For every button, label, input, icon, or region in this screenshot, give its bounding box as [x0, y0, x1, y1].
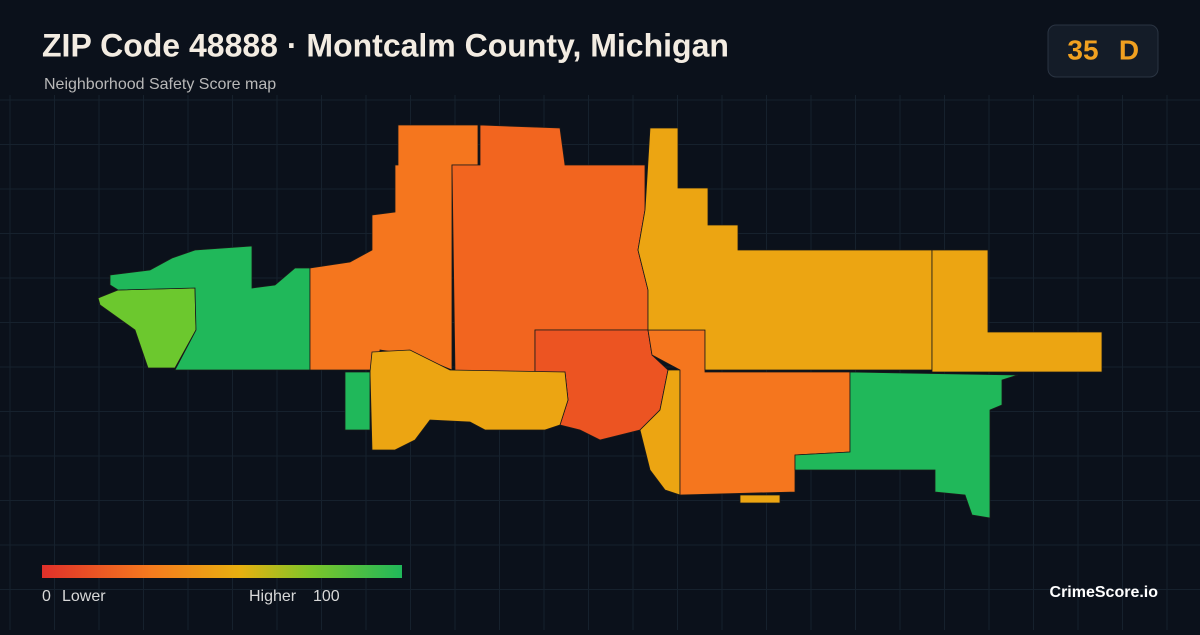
legend-max-label: Higher	[249, 588, 297, 605]
area-yellow-sliver	[739, 494, 781, 504]
score-value: 35	[1067, 34, 1098, 65]
score-grade: D	[1119, 34, 1139, 65]
legend-min-label: Lower	[62, 588, 106, 605]
area-green-west	[109, 245, 311, 371]
area-green-east	[794, 371, 1019, 519]
area-yellow-south	[369, 349, 569, 451]
score-badge	[1047, 24, 1159, 78]
area-yellow-east	[931, 249, 1103, 373]
legend-min: 0	[42, 588, 51, 605]
legend-max: 100	[313, 588, 340, 605]
legend-gradient	[42, 565, 402, 578]
area-green-small	[344, 371, 371, 431]
subtitle: Neighborhood Safety Score map	[44, 76, 276, 93]
title: ZIP Code 48888 · Montcalm County, Michig…	[42, 27, 729, 63]
brand: CrimeScore.io	[1050, 584, 1159, 601]
zip-map	[97, 124, 1103, 519]
